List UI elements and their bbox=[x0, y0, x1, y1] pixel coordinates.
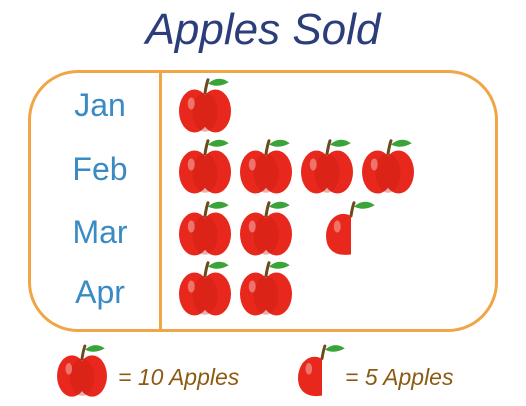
chart-frame bbox=[28, 70, 498, 332]
apple-icon-mar-2 bbox=[240, 201, 292, 256]
month-label-mar: Mar bbox=[72, 214, 128, 250]
legend-half-apple-icon bbox=[298, 344, 345, 397]
apple-icon-mar-1 bbox=[179, 201, 231, 256]
apple-icon-apr-1 bbox=[179, 261, 231, 316]
chart-title: Apples Sold bbox=[145, 5, 381, 54]
apple-icon-apr-2 bbox=[240, 261, 292, 316]
half-apple-icon-mar bbox=[326, 201, 375, 255]
apple-icon-feb-4 bbox=[362, 139, 414, 194]
chart-divider bbox=[159, 70, 162, 332]
apple-icon-feb-1 bbox=[179, 139, 231, 194]
apple-icon-feb-3 bbox=[301, 139, 353, 194]
apple-icon-feb-2 bbox=[240, 139, 292, 194]
apple-icon-jan-1 bbox=[179, 78, 231, 133]
month-label-apr: Apr bbox=[75, 274, 125, 310]
legend-label-whole: = 10 Apples bbox=[118, 364, 240, 390]
month-label-jan: Jan bbox=[74, 87, 126, 123]
legend-label-half: = 5 Apples bbox=[345, 364, 454, 390]
month-label-feb: Feb bbox=[72, 151, 128, 187]
legend-whole-apple-icon bbox=[57, 344, 107, 397]
